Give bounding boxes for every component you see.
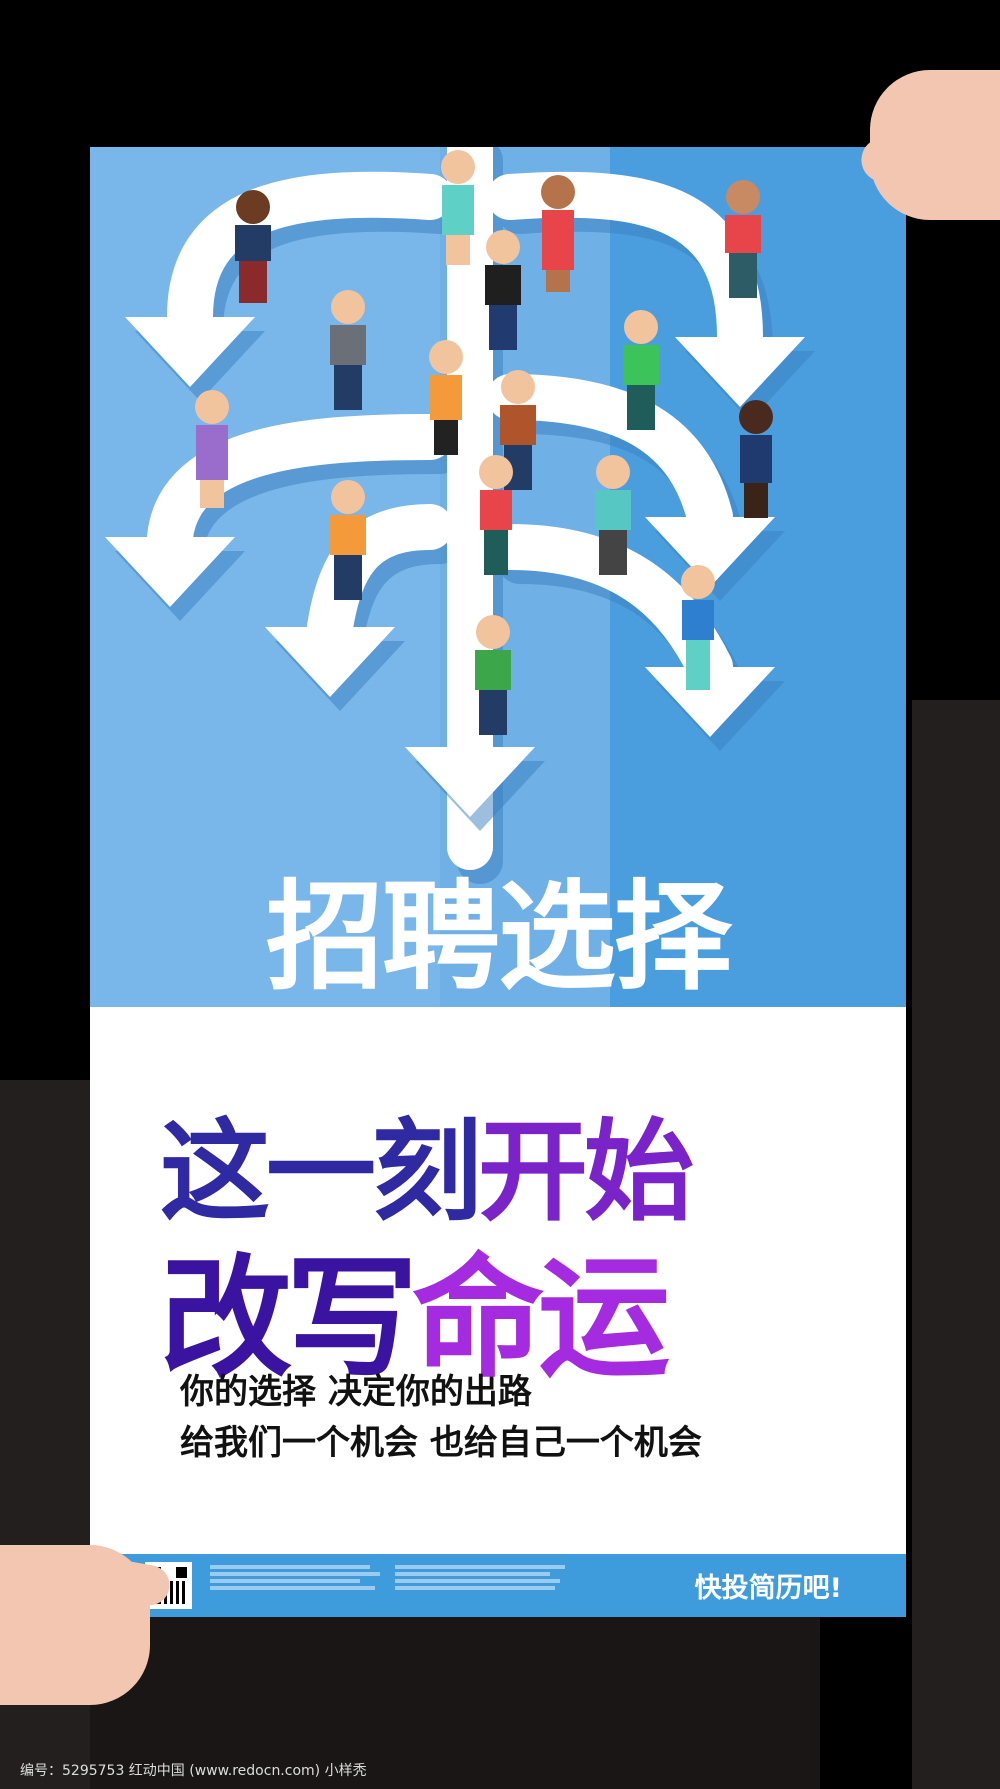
illustration-area: 招聘选择 [90, 147, 906, 1007]
headline-line-1: 这一刻开始 [160, 1082, 860, 1242]
headline-2-part-a: 改写 [160, 1242, 418, 1396]
footer-fine-print-right [395, 1564, 575, 1593]
recruitment-poster: 招聘选择 这一刻开始 改写命运 你的选择 决定你的出路 给我们一个机会 也给自己… [90, 147, 906, 1617]
footer-fine-print-left [210, 1564, 390, 1593]
sleeve-right [912, 700, 1000, 1789]
subtitle-line-1: 你的选择 决定你的出路 [180, 1372, 532, 1412]
headline-2-part-b: 命运 [412, 1242, 670, 1396]
image-caption: 编号：5295753 红动中国 (www.redocn.com) 小样秃 [20, 1763, 367, 1779]
cta-submit-resume: 快投简历吧! [694, 1573, 842, 1604]
poster-title: 招聘选择 [265, 868, 732, 1006]
footer-bar: 快投简历吧! [90, 1554, 906, 1617]
headline-line-2: 改写命运 [160, 1212, 860, 1403]
subtitle-line-2: 给我们一个机会 也给自己一个机会 [180, 1423, 702, 1463]
body-bottom [90, 1617, 820, 1789]
headline-1-part-a: 这一刻 [160, 1108, 482, 1236]
arrows-and-people-illustration [105, 147, 815, 884]
people [195, 150, 773, 735]
headline-1-part-b: 开始 [478, 1108, 694, 1236]
